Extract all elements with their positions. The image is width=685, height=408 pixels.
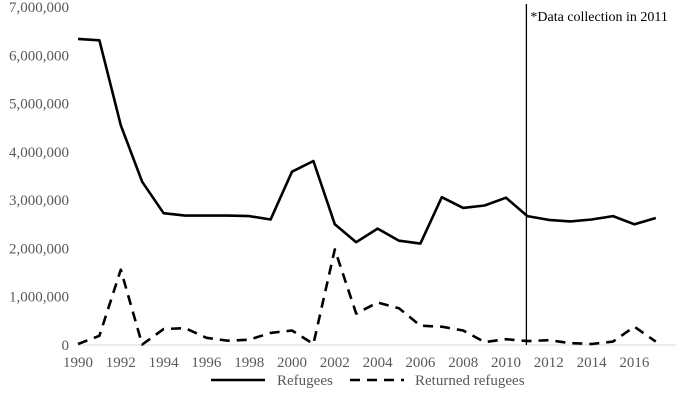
x-tick-label: 2004	[363, 355, 394, 371]
x-tick-label: 2012	[534, 355, 564, 371]
legend-label-refugees: Refugees	[277, 373, 333, 389]
x-tick-label: 2006	[405, 355, 436, 371]
x-tick-label: 1994	[149, 355, 180, 371]
x-tick-label: 2010	[491, 355, 521, 371]
y-tick-label: 6,000,000	[9, 48, 69, 64]
x-tick-label: 1996	[191, 355, 222, 371]
annotation-label: *Data collection in 2011	[530, 10, 668, 25]
x-tick-label: 2016	[619, 355, 650, 371]
y-tick-label: 3,000,000	[9, 193, 69, 209]
x-tick-label: 2014	[577, 355, 608, 371]
x-tick-label: 1990	[63, 355, 93, 371]
y-tick-label: 2,000,000	[9, 241, 69, 257]
x-tick-label: 1998	[234, 355, 264, 371]
series-line-refugees	[77, 37, 657, 245]
y-tick-label: 4,000,000	[9, 145, 69, 161]
legend-label-returned-refugees: Returned refugees	[415, 373, 525, 389]
y-tick-label: 0	[62, 338, 70, 354]
x-tick-label: 2000	[277, 355, 307, 371]
x-tick-label: 1992	[106, 355, 136, 371]
y-tick-label: 5,000,000	[9, 97, 69, 113]
x-tick-label: 2002	[320, 355, 350, 371]
y-tick-label: 7,000,000	[9, 0, 69, 16]
series-line-returned-refugees	[77, 248, 657, 346]
x-tick-label: 2008	[448, 355, 478, 371]
y-tick-label: 1,000,000	[9, 290, 69, 306]
